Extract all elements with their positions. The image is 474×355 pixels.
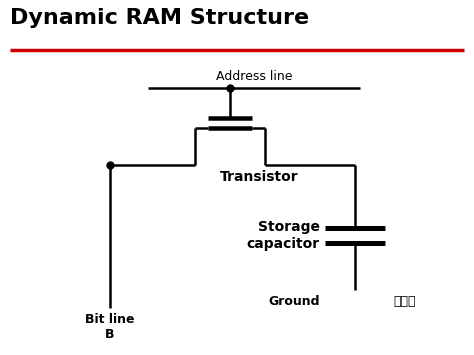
Text: （地）: （地） <box>393 295 416 308</box>
Text: Address line: Address line <box>216 70 292 83</box>
Text: Dynamic RAM Structure: Dynamic RAM Structure <box>10 8 309 28</box>
Text: Storage
capacitor: Storage capacitor <box>247 220 320 251</box>
Text: Bit line
B: Bit line B <box>85 313 135 341</box>
Text: Ground: Ground <box>268 295 320 308</box>
Text: Transistor: Transistor <box>220 170 299 184</box>
